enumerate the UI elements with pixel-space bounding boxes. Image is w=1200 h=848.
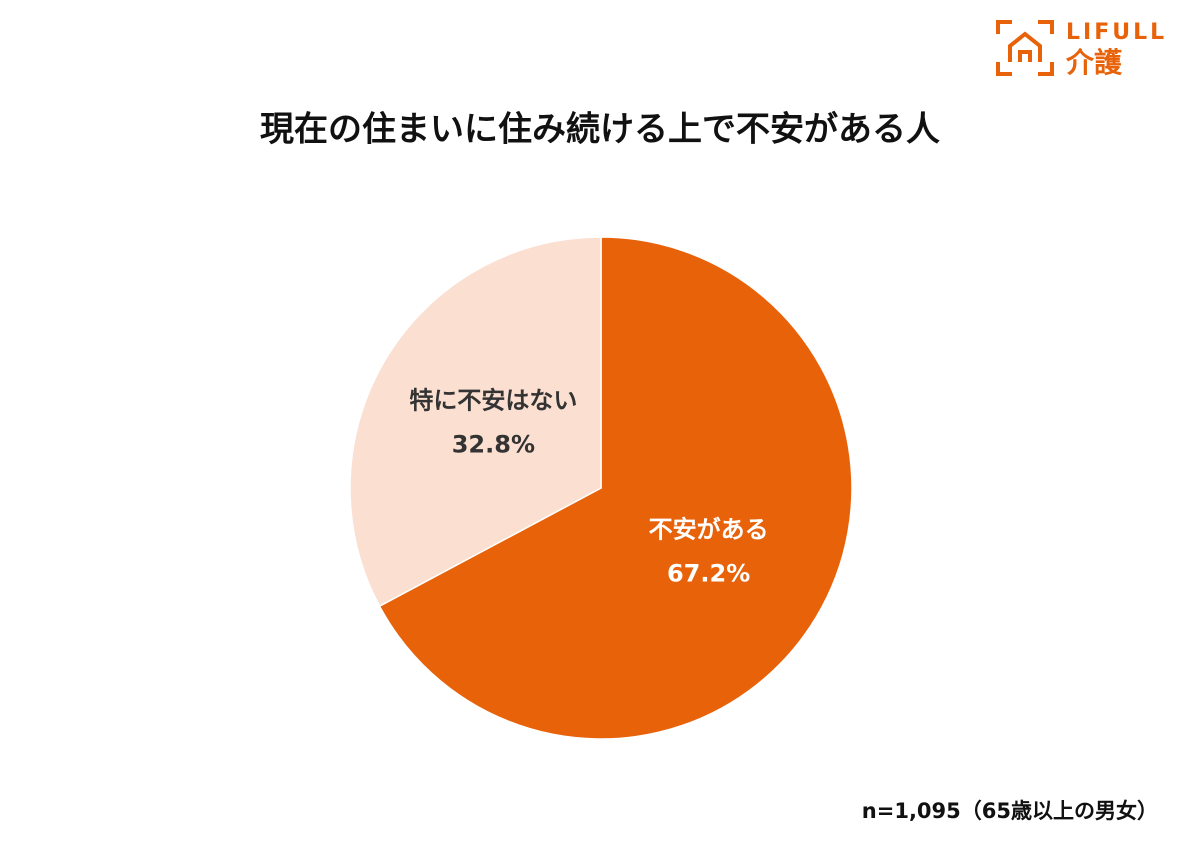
- logo-service: 介護: [1065, 46, 1123, 79]
- slice-label: 特に不安はない: [409, 386, 577, 414]
- logo: [996, 20, 1054, 76]
- logo-name: LIFULL: [1066, 20, 1167, 45]
- slice-value-label: 67.2%: [667, 560, 750, 588]
- logo-house: [1008, 31, 1042, 62]
- pie-slice: [349, 236, 602, 608]
- pie-slice: [378, 236, 853, 740]
- note: n=1,095（65歳以上の男女）: [862, 799, 1158, 823]
- slice-label: 不安がある: [649, 516, 769, 544]
- chart-title: 現在の住まいに住み続ける上で不安がある人: [260, 110, 940, 150]
- logo-frame: [996, 20, 1054, 76]
- slice-value-label: 32.8%: [452, 430, 535, 458]
